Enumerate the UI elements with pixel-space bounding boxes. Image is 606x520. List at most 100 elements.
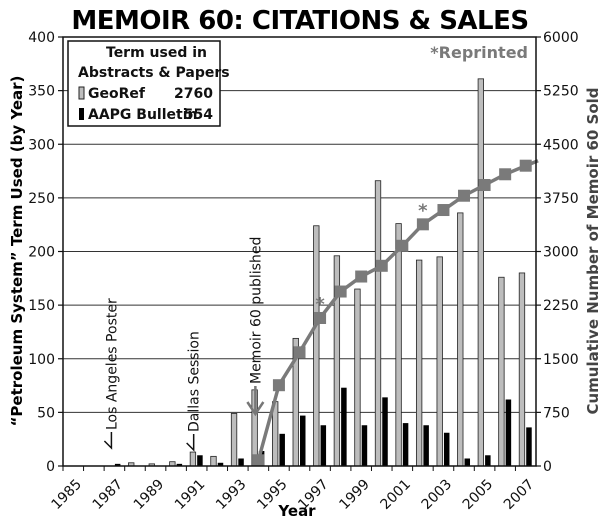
y2-tick-label: 4500	[543, 137, 579, 153]
cumulative-sales-marker	[478, 179, 491, 192]
y2-tick-label: 5250	[543, 84, 579, 100]
bar-aapg	[361, 425, 368, 466]
legend-swatch-georef	[78, 86, 85, 100]
bar-aapg	[300, 415, 306, 466]
reprint-asterisk: *	[418, 200, 428, 221]
bar-aapg	[443, 432, 450, 466]
line-series: **	[252, 159, 539, 467]
annotation-arrow	[103, 432, 113, 450]
x-tick-label: 1985	[49, 476, 86, 513]
legend-label-aapg: AAPG Bulletin	[88, 107, 197, 123]
y-tick-label: 250	[28, 191, 55, 207]
y-tick-label: 300	[28, 137, 55, 153]
bar-georef	[210, 455, 217, 467]
bar-aapg	[279, 433, 285, 466]
bar-georef	[230, 413, 238, 467]
annotation-label: Los Angeles Poster	[104, 298, 120, 430]
legend: Term used in Abstracts & Papers GeoRef 2…	[67, 40, 230, 127]
annotations: Los Angeles Poster Dallas Session Memoir 6…	[103, 237, 265, 452]
bar-aapg	[197, 455, 203, 466]
x-tick-label: 1987	[90, 476, 127, 513]
x-tick-label: 2001	[378, 476, 415, 513]
x-tick-label: 2007	[501, 476, 538, 513]
y-tick-label: 0	[46, 459, 55, 475]
bar-aapg	[217, 462, 224, 466]
cumulative-sales-marker	[314, 311, 327, 324]
legend-label-georef: GeoRef	[88, 86, 146, 102]
y-tick-label: 400	[28, 30, 55, 46]
y-tick-label: 100	[28, 352, 55, 368]
legend-box	[67, 40, 221, 127]
bar-georef	[374, 180, 382, 467]
y2-tick-label: 1500	[543, 352, 579, 368]
bar-aapg	[423, 425, 429, 466]
bar-georef	[436, 256, 443, 467]
bar-aapg	[464, 458, 471, 466]
reprint-asterisk: *	[315, 294, 325, 315]
bar-aapg	[526, 427, 532, 466]
bar-georef	[395, 223, 402, 467]
cumulative-sales-marker	[458, 189, 471, 202]
legend-heading-line1: Term used in	[106, 45, 207, 61]
cumulative-sales-marker	[293, 346, 306, 359]
bar-georef	[518, 272, 526, 467]
bar-georef	[354, 288, 361, 467]
y2-tick-label: 2250	[543, 298, 579, 314]
legend-total-aapg: 554	[184, 107, 213, 123]
annotation-label: Memoir 60 published	[248, 237, 264, 384]
bar-aapg	[341, 387, 347, 466]
bar-aapg	[402, 423, 409, 466]
left-axis-ticks: 0 50 100 150 200 250 300 350 400	[28, 30, 63, 475]
cumulative-sales-marker	[252, 454, 265, 467]
bar-georef	[189, 451, 197, 467]
bar-aapg	[485, 455, 491, 466]
cumulative-sales-marker	[272, 379, 285, 392]
y2-tick-label: 3750	[543, 191, 579, 207]
y-tick-label: 200	[28, 245, 55, 261]
annotation-arrow	[246, 386, 265, 417]
cumulative-sales-marker	[375, 259, 388, 272]
bar-georef	[457, 212, 464, 467]
x-tick-label: 1993	[213, 476, 250, 513]
annotation-arrow	[186, 434, 195, 452]
cumulative-sales-marker	[519, 159, 532, 172]
right-axis-ticks: 0 750 1500 2250 3000 3750 4500 5250 6000	[536, 30, 579, 475]
cumulative-sales-marker	[437, 204, 450, 217]
legend-swatch-aapg	[79, 108, 84, 120]
bar-aapg	[114, 463, 121, 466]
y2-tick-label: 6000	[543, 30, 579, 46]
y-tick-label: 350	[28, 84, 55, 100]
y2-axis-label: Cumulative Number of Memoir 60 Sold	[584, 87, 602, 414]
y-axis-label: “Petroleum System” Term Used (by Year)	[8, 76, 26, 427]
bar-aapg	[176, 463, 183, 466]
gridlines	[63, 90, 536, 413]
cumulative-sales-marker	[396, 239, 409, 252]
y-tick-label: 50	[37, 405, 55, 421]
y2-tick-label: 3000	[543, 245, 579, 261]
bar-series	[114, 78, 532, 467]
cumulative-sales-marker	[334, 285, 347, 298]
reprinted-note: *Reprinted	[430, 43, 528, 62]
bar-aapg	[320, 425, 327, 466]
y2-tick-label: 0	[543, 459, 552, 475]
legend-total-georef: 2760	[174, 86, 213, 102]
bar-georef	[415, 259, 423, 467]
x-tick-label: 1999	[336, 476, 373, 513]
legend-heading-line2: Abstracts & Papers	[78, 65, 230, 81]
cumulative-sales-marker	[416, 218, 429, 231]
annotation-label: Dallas Session	[187, 331, 203, 432]
y2-tick-label: 750	[543, 405, 570, 421]
bar-aapg	[505, 399, 512, 466]
bar-aapg	[238, 458, 244, 466]
bar-georef	[498, 276, 505, 467]
cumulative-sales-marker	[355, 270, 368, 283]
bar-aapg	[382, 397, 388, 466]
bar-georef	[477, 78, 484, 467]
x-tick-label: 2003	[419, 476, 456, 513]
x-tick-label: 1991	[172, 476, 209, 513]
cumulative-sales-marker	[499, 168, 512, 181]
chart-title: MEMOIR 60: CITATIONS & SALES	[71, 6, 528, 36]
x-axis-label: Year	[277, 502, 316, 520]
x-tick-label: 1989	[131, 476, 168, 513]
